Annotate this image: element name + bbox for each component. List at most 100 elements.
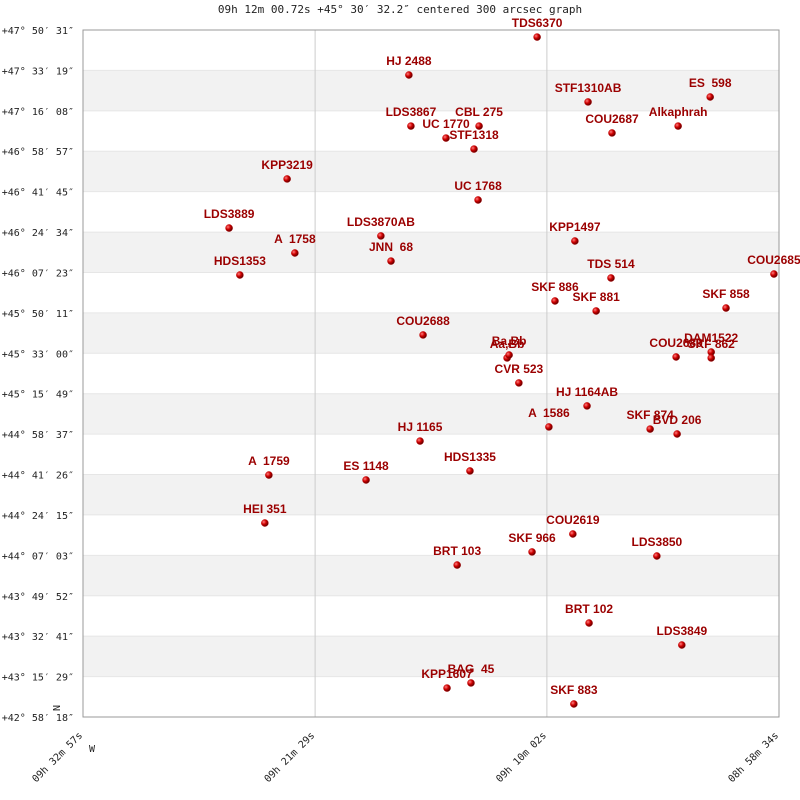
- star-label: STF1310AB: [555, 81, 622, 95]
- star-label: LDS3867: [386, 105, 437, 119]
- x-tick-label: 08h 58m 34s: [727, 730, 782, 785]
- star-point: [453, 561, 461, 569]
- star-label: COU2689: [649, 336, 703, 350]
- star-point: [470, 145, 478, 153]
- star-label: KPP1607: [421, 667, 473, 681]
- star-point: [722, 304, 730, 312]
- star-point: [707, 354, 715, 362]
- star-label: KPP1497: [549, 220, 601, 234]
- y-tick-label: +46° 07′ 23″: [2, 268, 74, 279]
- star-point: [570, 700, 578, 708]
- y-tick-label: +46° 41′ 45″: [2, 188, 74, 199]
- star-label: LDS3850: [632, 535, 683, 549]
- star-label: BRT 103: [433, 544, 481, 558]
- y-tick-label: +47° 16′ 08″: [2, 107, 74, 118]
- star-label: BVD 206: [653, 413, 702, 427]
- band: [83, 70, 779, 111]
- star-label: LDS3870AB: [347, 215, 415, 229]
- star-label: HEI 351: [243, 502, 287, 516]
- star-label: A 1758: [274, 232, 316, 246]
- star-label: BAG 45: [448, 662, 495, 676]
- star-label: HDS1353: [214, 254, 266, 268]
- star-label: Ba,Bb: [492, 334, 527, 348]
- star-point: [362, 476, 370, 484]
- star-point: [474, 196, 482, 204]
- star-point: [672, 353, 680, 361]
- star-point: [443, 684, 451, 692]
- y-tick-label: +42° 58′ 18″: [2, 713, 74, 724]
- star-label: ES 598: [689, 76, 732, 90]
- star-point: [592, 307, 600, 315]
- star-label: HJ 2488: [386, 54, 432, 68]
- star-point: [545, 423, 553, 431]
- y-tick-label: +47° 50′ 31″: [2, 26, 74, 37]
- star-label: HJ 1164AB: [556, 385, 618, 399]
- star-label: SKF 881: [572, 290, 620, 304]
- star-point: [225, 224, 233, 232]
- star-point: [416, 437, 424, 445]
- star-point: [265, 471, 273, 479]
- plot-frame: [82, 29, 780, 718]
- y-tick-label: +43° 15′ 29″: [2, 673, 74, 684]
- y-tick-label: +43° 32′ 41″: [2, 632, 74, 643]
- star-point: [653, 552, 661, 560]
- star-point: [533, 33, 541, 41]
- band: [83, 232, 779, 273]
- star-label: SKF 858: [702, 287, 750, 301]
- star-label: Alkaphrah: [649, 105, 708, 119]
- star-label: Aa,Bb: [490, 337, 525, 351]
- star-point: [505, 351, 513, 359]
- star-point: [405, 71, 413, 79]
- y-tick-label: +44° 58′ 37″: [2, 430, 74, 441]
- star-label: DAM1522: [684, 331, 738, 345]
- star-label: COU2687: [585, 112, 639, 126]
- star-label: CVR 523: [495, 362, 544, 376]
- star-label: A 1759: [248, 454, 290, 468]
- star-point: [387, 257, 395, 265]
- star-label: SKF 883: [550, 683, 598, 697]
- band: [83, 151, 779, 192]
- y-tick-label: +43° 49′ 52″: [2, 592, 74, 603]
- star-point: [674, 122, 682, 130]
- star-label: TDS 514: [587, 257, 635, 271]
- star-point: [467, 679, 475, 687]
- star-point: [419, 331, 427, 339]
- star-point: [528, 548, 536, 556]
- star-label: SKF 886: [531, 280, 579, 294]
- star-point: [283, 175, 291, 183]
- star-label: JNN 68: [369, 240, 413, 254]
- y-tick-label: +44° 07′ 03″: [2, 551, 74, 562]
- star-label: A 1586: [528, 406, 570, 420]
- band: [83, 474, 779, 515]
- star-point: [673, 430, 681, 438]
- star-label: STF1318: [449, 128, 499, 142]
- y-tick-label: +47° 33′ 19″: [2, 66, 74, 77]
- west-label: W: [89, 744, 96, 755]
- star-point: [646, 425, 654, 433]
- star-label: SKF 874: [626, 408, 674, 422]
- x-tick-label: 09h 21m 29s: [263, 730, 318, 785]
- star-point: [607, 274, 615, 282]
- star-point: [377, 232, 385, 240]
- star-label: ES 1148: [343, 459, 389, 473]
- star-label: TDS6370: [512, 16, 563, 30]
- star-point: [475, 122, 483, 130]
- star-label: COU2619: [546, 513, 600, 527]
- y-tick-label: +45° 33′ 00″: [2, 349, 74, 360]
- star-point: [585, 619, 593, 627]
- star-label: UC 1768: [454, 179, 502, 193]
- x-tick-label: 09h 32m 57s: [31, 730, 86, 785]
- band: [83, 393, 779, 435]
- star-point: [584, 98, 592, 106]
- star-point: [678, 641, 686, 649]
- star-label: CBL 275: [455, 105, 503, 119]
- star-point: [515, 379, 523, 387]
- y-tick-label: +44° 24′ 15″: [2, 511, 74, 522]
- band: [83, 312, 779, 354]
- star-point: [571, 237, 579, 245]
- star-point: [551, 297, 559, 305]
- star-label: HDS1335: [444, 450, 496, 464]
- star-label: LDS3889: [204, 207, 255, 221]
- star-label: COU2685: [747, 253, 800, 267]
